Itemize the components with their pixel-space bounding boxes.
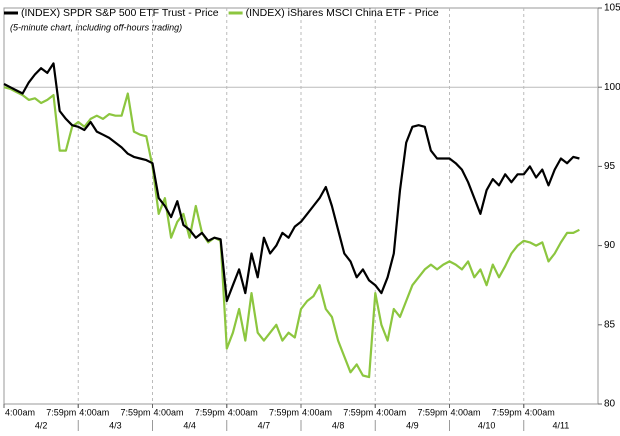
y-tick-label: 100 bbox=[604, 82, 620, 93]
day-label: 4/8 bbox=[332, 420, 345, 430]
subtitle: (5-minute chart, including off-hours tra… bbox=[10, 22, 182, 32]
y-tick-label: 85 bbox=[604, 319, 616, 330]
x-tick-label: 4:00am bbox=[376, 407, 406, 417]
day-label: 4/10 bbox=[478, 420, 496, 430]
day-label: 4/9 bbox=[406, 420, 419, 430]
x-tick-label: 4:00am bbox=[302, 407, 332, 417]
x-tick-label: 4:00am bbox=[5, 407, 35, 417]
day-label: 4/2 bbox=[35, 420, 48, 430]
y-tick-label: 95 bbox=[604, 161, 616, 172]
x-tick-label: 7:59pm bbox=[343, 407, 373, 417]
series-line bbox=[3, 62, 580, 303]
y-tick-label: 80 bbox=[604, 399, 616, 410]
x-tick-label: 4:00am bbox=[154, 407, 184, 417]
x-tick-label: 7:59pm bbox=[46, 407, 76, 417]
x-tick-label: 4:00am bbox=[79, 407, 109, 417]
x-tick-label: 7:59pm bbox=[492, 407, 522, 417]
y-tick-label: 105 bbox=[604, 3, 620, 14]
day-label: 4/4 bbox=[183, 420, 196, 430]
day-label: 4/3 bbox=[109, 420, 122, 430]
x-tick-label: 4:00am bbox=[525, 407, 555, 417]
x-tick-label: 7:59pm bbox=[195, 407, 225, 417]
legend-label: (INDEX) iShares MSCI China ETF - Price bbox=[246, 7, 439, 19]
x-tick-label: 7:59pm bbox=[120, 407, 150, 417]
day-label: 4/11 bbox=[552, 420, 569, 430]
y-tick-label: 90 bbox=[604, 240, 616, 251]
x-tick-label: 4:00am bbox=[451, 407, 481, 417]
series-line bbox=[3, 86, 580, 379]
x-tick-label: 7:59pm bbox=[417, 407, 447, 417]
x-tick-label: 4:00am bbox=[228, 407, 258, 417]
legend-label: (INDEX) SPDR S&P 500 ETF Trust - Price bbox=[21, 7, 219, 19]
x-tick-label: 7:59pm bbox=[269, 407, 299, 417]
day-label: 4/7 bbox=[258, 420, 271, 430]
